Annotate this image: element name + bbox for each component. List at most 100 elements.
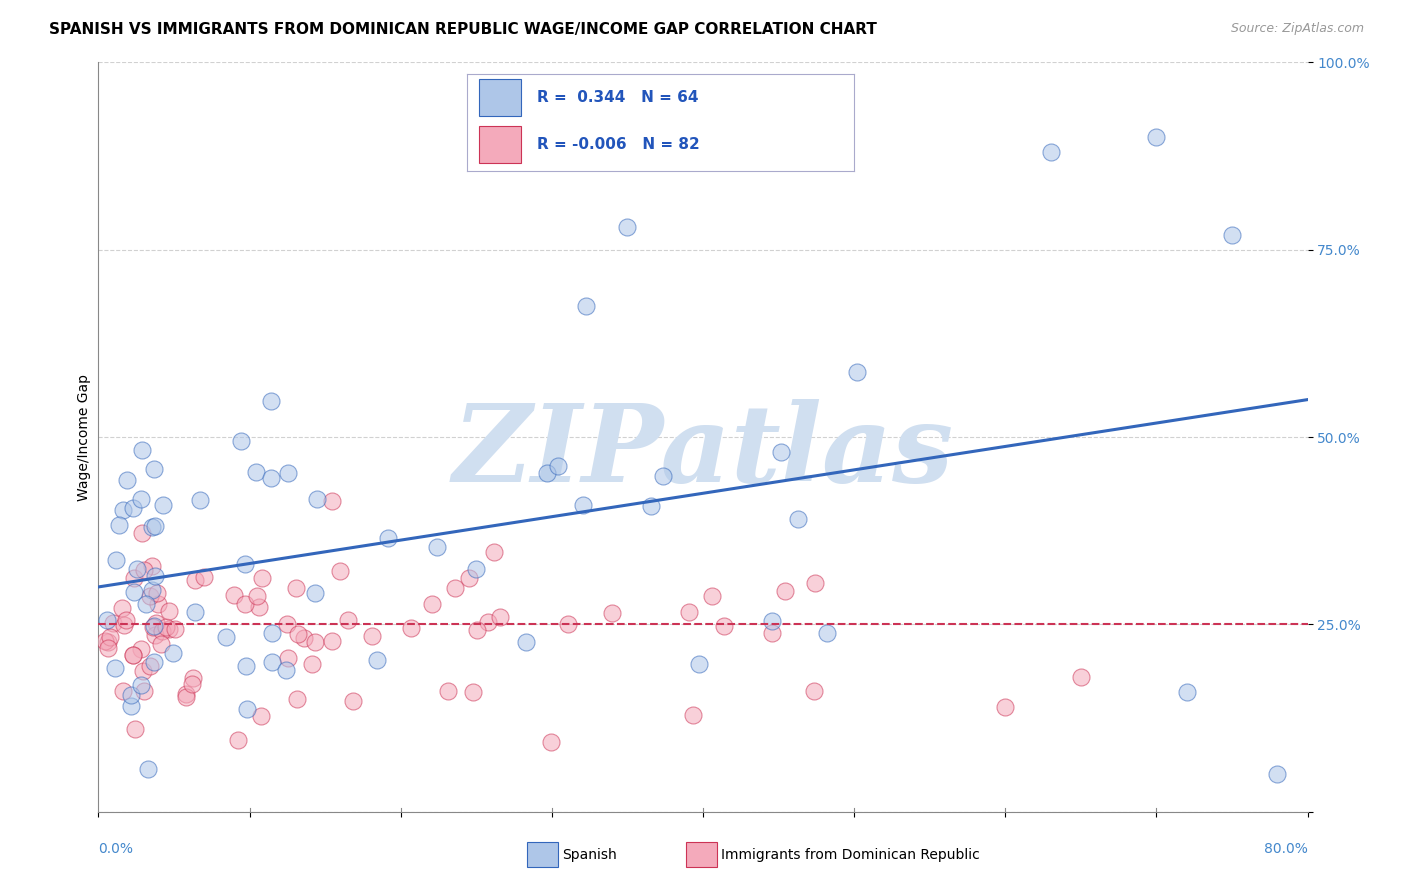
Point (1220, 227, 1243, 242)
Point (287, 627, 309, 641)
Point (96, 613, 118, 627)
Point (277, 650, 299, 665)
Point (250, 571, 273, 585)
Point (146, 598, 169, 612)
Point (129, 678, 152, 692)
Point (276, 616, 298, 631)
Text: 80.0%: 80.0% (1264, 842, 1308, 855)
Point (463, 685, 485, 699)
Point (143, 462, 166, 476)
Point (399, 621, 422, 635)
Point (260, 626, 283, 640)
Point (262, 655, 284, 669)
Point (465, 562, 488, 576)
Point (142, 620, 165, 634)
Point (229, 434, 252, 448)
Point (103, 615, 125, 630)
Text: Immigrants from Dominican Republic: Immigrants from Dominican Republic (721, 847, 980, 862)
Point (247, 600, 270, 615)
Point (575, 299, 598, 313)
Point (235, 659, 257, 673)
Point (136, 762, 159, 776)
Point (274, 663, 297, 677)
Point (292, 631, 315, 645)
Point (155, 620, 177, 634)
Point (141, 583, 163, 598)
Point (1039, 145, 1062, 160)
Point (98, 630, 121, 644)
Point (124, 722, 146, 736)
Text: Source: ZipAtlas.com: Source: ZipAtlas.com (1230, 22, 1364, 36)
Point (141, 559, 163, 574)
Point (176, 690, 198, 705)
Point (131, 526, 153, 541)
Point (143, 519, 166, 533)
Point (444, 581, 467, 595)
Point (305, 491, 328, 506)
Point (165, 622, 187, 636)
Point (184, 605, 207, 619)
Point (129, 641, 152, 656)
Point (143, 618, 166, 632)
Point (329, 564, 352, 578)
Point (122, 571, 145, 585)
Point (122, 585, 145, 599)
Point (117, 473, 139, 487)
Point (135, 597, 157, 611)
Point (97, 641, 120, 656)
Point (193, 570, 215, 584)
Point (488, 610, 510, 624)
Point (815, 625, 838, 640)
Point (761, 626, 783, 640)
Point (132, 664, 155, 678)
Point (246, 589, 269, 603)
Point (122, 648, 145, 663)
Point (145, 569, 167, 583)
Point (465, 624, 488, 638)
Point (377, 531, 399, 545)
Point (157, 604, 180, 618)
Point (769, 445, 792, 459)
Point (146, 585, 169, 599)
Point (152, 498, 174, 512)
Point (600, 606, 623, 620)
Point (572, 499, 595, 513)
Point (111, 601, 134, 615)
Point (184, 573, 207, 587)
Point (143, 655, 166, 669)
Point (1146, 130, 1168, 145)
Point (304, 635, 326, 649)
Point (337, 613, 360, 627)
Point (120, 688, 142, 702)
Point (115, 613, 138, 627)
Point (713, 619, 735, 633)
Point (321, 494, 343, 508)
Point (122, 500, 145, 515)
Point (181, 677, 204, 691)
Point (94, 634, 117, 648)
Point (422, 598, 444, 612)
Point (678, 605, 700, 619)
Point (143, 628, 166, 642)
Text: SPANISH VS IMMIGRANTS FROM DOMINICAN REPUBLIC WAGE/INCOME GAP CORRELATION CHART: SPANISH VS IMMIGRANTS FROM DOMINICAN REP… (49, 22, 877, 37)
Point (540, 735, 562, 749)
Point (129, 491, 152, 506)
Point (688, 657, 710, 671)
Point (616, 220, 638, 235)
Point (366, 652, 388, 666)
Point (249, 709, 271, 723)
Point (131, 442, 153, 457)
Point (803, 683, 825, 698)
Point (1070, 670, 1092, 684)
Point (515, 635, 537, 649)
Point (1175, 685, 1198, 699)
Point (122, 648, 145, 662)
Point (700, 589, 723, 603)
Point (482, 545, 505, 559)
Point (547, 458, 569, 473)
Point (224, 588, 246, 602)
Point (215, 630, 238, 644)
Point (245, 465, 267, 479)
Point (259, 471, 281, 485)
Point (285, 692, 308, 706)
